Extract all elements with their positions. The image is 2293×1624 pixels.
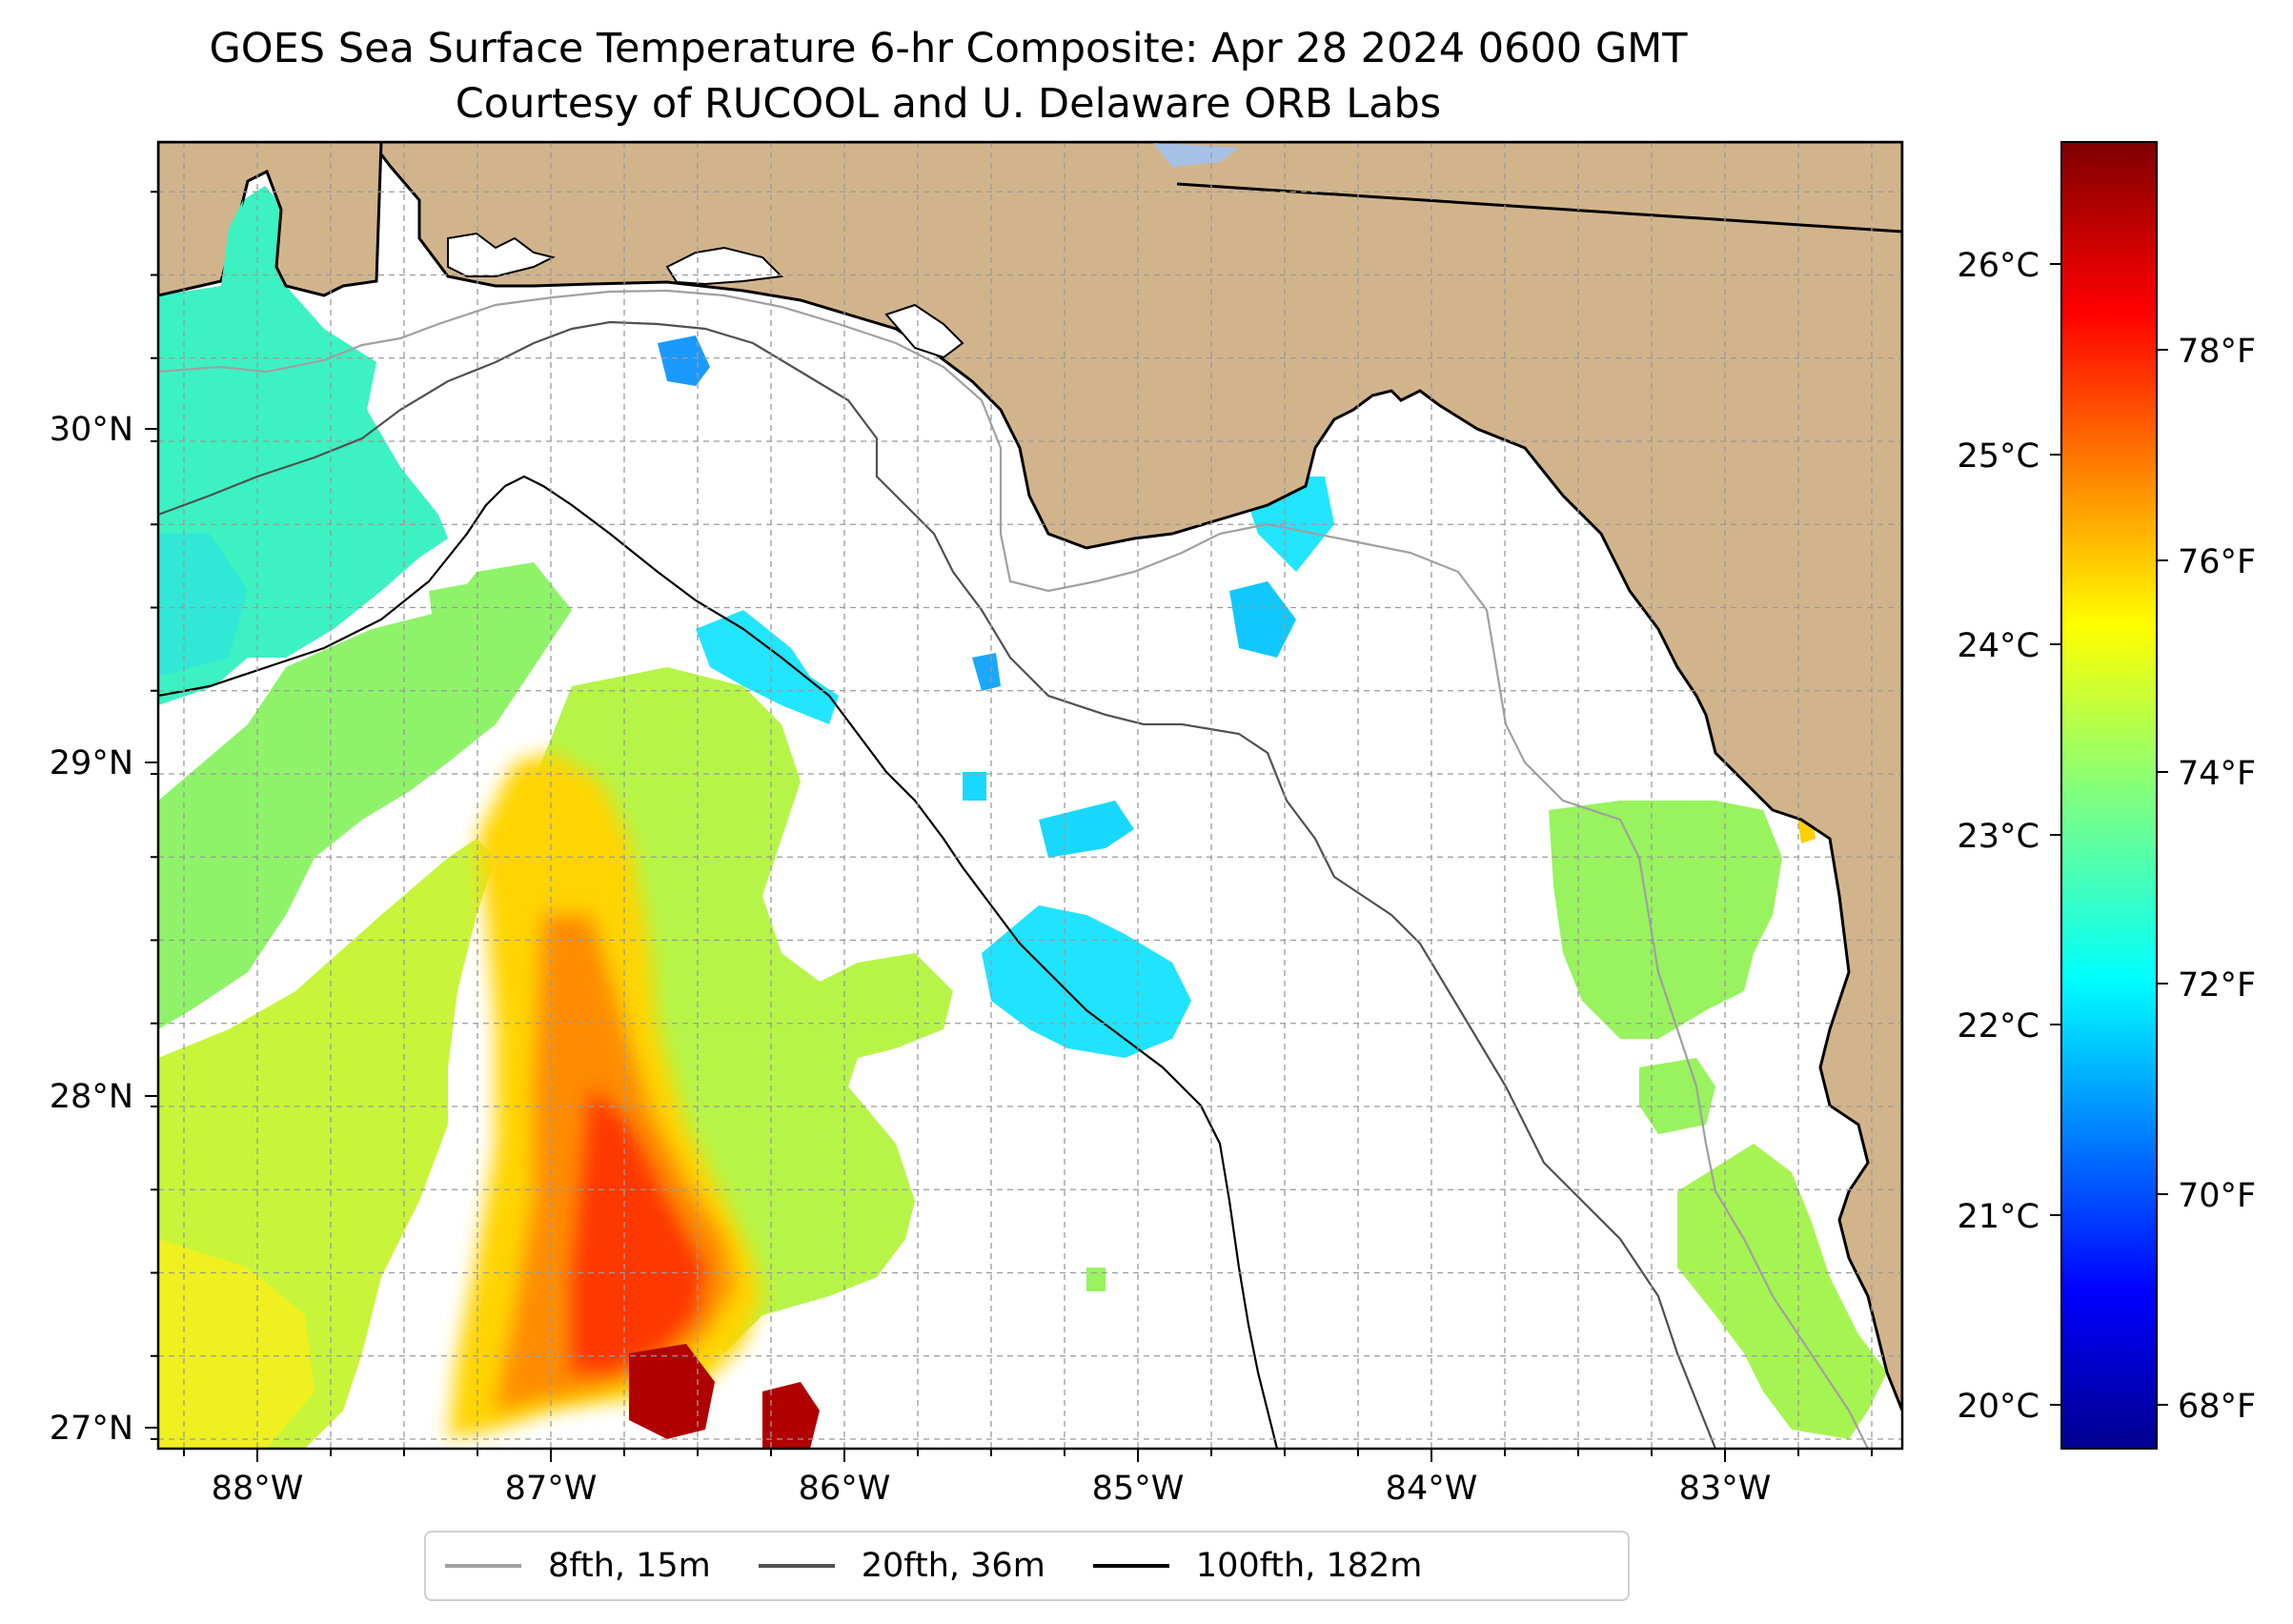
legend-item-20fth: 20fth, 36m bbox=[740, 1547, 1045, 1585]
colorbar-gradient bbox=[2060, 141, 2158, 1450]
lon-tick-labels: 88°W 87°W 86°W 85°W 84°W 83°W bbox=[212, 1470, 1772, 1508]
celsius-tick-label: 21°C bbox=[1958, 1198, 2039, 1236]
lon-tick-label: 86°W bbox=[799, 1470, 891, 1508]
colorbar-ticks bbox=[2050, 263, 2168, 1406]
legend-item-8fth: 8fth, 15m bbox=[426, 1547, 711, 1585]
axis-ticks bbox=[145, 191, 1873, 1462]
legend-label: 100fth, 182m bbox=[1195, 1547, 1423, 1585]
legend-line-icon bbox=[1092, 1564, 1169, 1568]
lon-tick-label: 84°W bbox=[1386, 1470, 1478, 1508]
sst-field bbox=[158, 186, 1902, 1449]
lat-tick-labels: 30°N 29°N 28°N 27°N bbox=[50, 411, 133, 1448]
legend-label: 20fth, 36m bbox=[861, 1547, 1045, 1585]
lon-tick-label: 83°W bbox=[1679, 1470, 1772, 1508]
legend-label: 8fth, 15m bbox=[548, 1547, 711, 1585]
colorbar: 26°C 25°C 24°C 23°C 22°C 21°C 20°C 78°F … bbox=[1958, 141, 2256, 1450]
lon-tick-label: 88°W bbox=[212, 1470, 304, 1508]
state-boundary bbox=[1176, 182, 1902, 233]
fahrenheit-tick-label: 68°F bbox=[2178, 1388, 2256, 1426]
map-plot-area bbox=[158, 142, 1902, 1449]
fahrenheit-tick-label: 74°F bbox=[2178, 755, 2256, 793]
lon-tick-label: 85°W bbox=[1092, 1470, 1185, 1508]
lat-tick-label: 30°N bbox=[50, 411, 133, 449]
plot-frame bbox=[156, 140, 1904, 1451]
lat-tick-label: 28°N bbox=[50, 1078, 133, 1116]
legend-line-icon bbox=[445, 1564, 521, 1568]
fahrenheit-tick-label: 70°F bbox=[2178, 1177, 2256, 1215]
fahrenheit-tick-label: 72°F bbox=[2178, 966, 2256, 1005]
title-line-1: GOES Sea Surface Temperature 6-hr Compos… bbox=[209, 25, 1688, 72]
legend-line-icon bbox=[758, 1564, 835, 1568]
lat-tick-label: 27°N bbox=[50, 1410, 133, 1448]
contour-legend: 8fth, 15m 20fth, 36m 100fth, 182m bbox=[424, 1531, 1630, 1601]
celsius-tick-label: 26°C bbox=[1958, 247, 2039, 285]
celsius-tick-label: 25°C bbox=[1958, 437, 2039, 476]
fahrenheit-tick-label: 78°F bbox=[2178, 333, 2256, 371]
celsius-tick-label: 24°C bbox=[1958, 627, 2039, 665]
bathymetry-contours bbox=[158, 289, 1869, 1449]
lon-tick-label: 87°W bbox=[505, 1470, 598, 1508]
celsius-tick-label: 22°C bbox=[1958, 1007, 2039, 1045]
gridlines bbox=[158, 142, 1902, 1449]
title-line-2: Courtesy of RUCOOL and U. Delaware ORB L… bbox=[455, 80, 1442, 128]
celsius-tick-label: 23°C bbox=[1958, 818, 2039, 856]
legend-item-100fth: 100fth, 182m bbox=[1074, 1547, 1423, 1585]
chart-title: GOES Sea Surface Temperature 6-hr Compos… bbox=[0, 21, 1897, 132]
celsius-tick-label: 20°C bbox=[1958, 1388, 2039, 1426]
lat-tick-label: 29°N bbox=[50, 744, 133, 782]
fahrenheit-tick-label: 76°F bbox=[2178, 543, 2256, 581]
